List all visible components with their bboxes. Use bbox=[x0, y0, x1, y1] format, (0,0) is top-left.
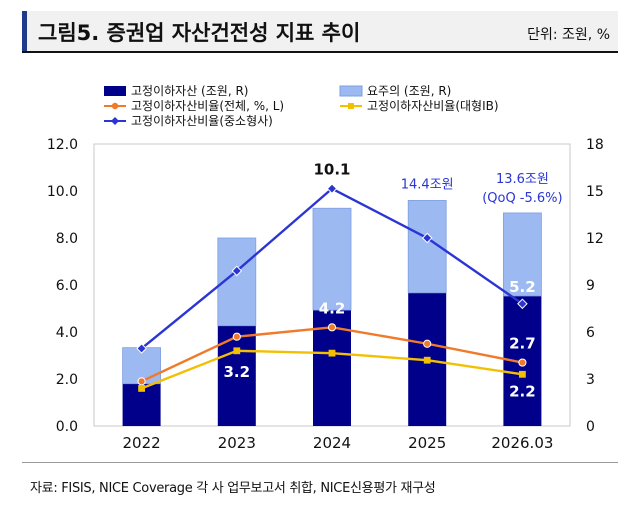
data-label: 3.2 bbox=[224, 363, 251, 381]
chart-title: 그림5. 증권업 자산건전성 지표 추이 bbox=[38, 21, 361, 45]
line-point bbox=[517, 298, 528, 310]
y-left-tick-label: 0.0 bbox=[56, 419, 78, 435]
data-label: 14.4조원 bbox=[401, 177, 454, 192]
line-point bbox=[136, 343, 147, 354]
y-right-tick-label: 0 bbox=[586, 419, 595, 435]
x-category-label: 2022 bbox=[123, 434, 161, 452]
title-bar: 그림5. 증권업 자산건전성 지표 추이 단위: 조원, % bbox=[22, 11, 618, 53]
data-label: 4.2 bbox=[319, 299, 346, 317]
x-category-label: 2025 bbox=[408, 434, 446, 452]
line-point bbox=[423, 339, 432, 348]
bar-precautionary bbox=[312, 207, 352, 311]
line-point bbox=[138, 385, 145, 392]
line-point bbox=[327, 323, 337, 332]
y-right-tick-label: 3 bbox=[586, 372, 595, 388]
legend-label: 고정이하자산비율(전체, %, L) bbox=[131, 99, 284, 113]
line-point bbox=[326, 183, 338, 194]
y-left-tick-label: 12.0 bbox=[47, 137, 78, 153]
line-point bbox=[423, 356, 431, 364]
y-right-tick-label: 9 bbox=[586, 278, 595, 294]
data-label: 10.1 bbox=[313, 161, 350, 179]
y-left-tick-label: 2.0 bbox=[56, 372, 78, 388]
line-point bbox=[137, 377, 146, 386]
legend-swatch bbox=[104, 86, 126, 96]
line-point bbox=[421, 232, 433, 244]
legend-label: 요주의 (조원, R) bbox=[367, 84, 451, 98]
title-accent bbox=[22, 11, 27, 51]
y-right-tick-label: 6 bbox=[586, 325, 595, 341]
line-point bbox=[519, 370, 526, 378]
x-category-label: 2026.03 bbox=[491, 434, 553, 452]
y-left-tick-label: 6.0 bbox=[56, 278, 78, 294]
legend-marker bbox=[348, 103, 354, 109]
data-label: 5.2 bbox=[509, 278, 536, 296]
y-left-tick-label: 4.0 bbox=[56, 325, 78, 341]
legend-marker bbox=[111, 117, 119, 125]
y-right-tick-label: 18 bbox=[586, 137, 604, 153]
x-category-label: 2024 bbox=[313, 434, 351, 452]
line-point bbox=[518, 358, 527, 367]
line-point bbox=[233, 347, 241, 355]
y-left-tick-label: 8.0 bbox=[56, 231, 78, 247]
bottom-rule bbox=[22, 462, 618, 463]
y-right-tick-label: 12 bbox=[586, 231, 604, 247]
data-label: (QoQ -5.6%) bbox=[482, 191, 562, 206]
bar-precautionary bbox=[502, 212, 542, 297]
line-point bbox=[328, 349, 336, 357]
data-label: 13.6조원 bbox=[496, 172, 549, 187]
y-right-tick-label: 15 bbox=[586, 184, 604, 200]
legend-marker bbox=[111, 102, 119, 110]
y-left-tick-label: 10.0 bbox=[47, 184, 78, 200]
legend-label: 고정이하자산비율(대형IB) bbox=[367, 99, 499, 113]
legend-label: 고정이하자산 (조원, R) bbox=[131, 84, 248, 98]
legend-swatch bbox=[339, 85, 363, 97]
unit-label: 단위: 조원, % bbox=[527, 27, 610, 43]
line-point bbox=[231, 265, 243, 277]
line-point bbox=[232, 332, 241, 341]
data-label: 2.2 bbox=[509, 382, 536, 400]
legend-label: 고정이하자산비율(중소형사) bbox=[131, 114, 273, 128]
x-category-label: 2023 bbox=[218, 434, 256, 452]
source-note: 자료: FISIS, NICE Coverage 각 사 업무보고서 취합, N… bbox=[30, 481, 436, 496]
data-label: 2.7 bbox=[509, 335, 536, 353]
